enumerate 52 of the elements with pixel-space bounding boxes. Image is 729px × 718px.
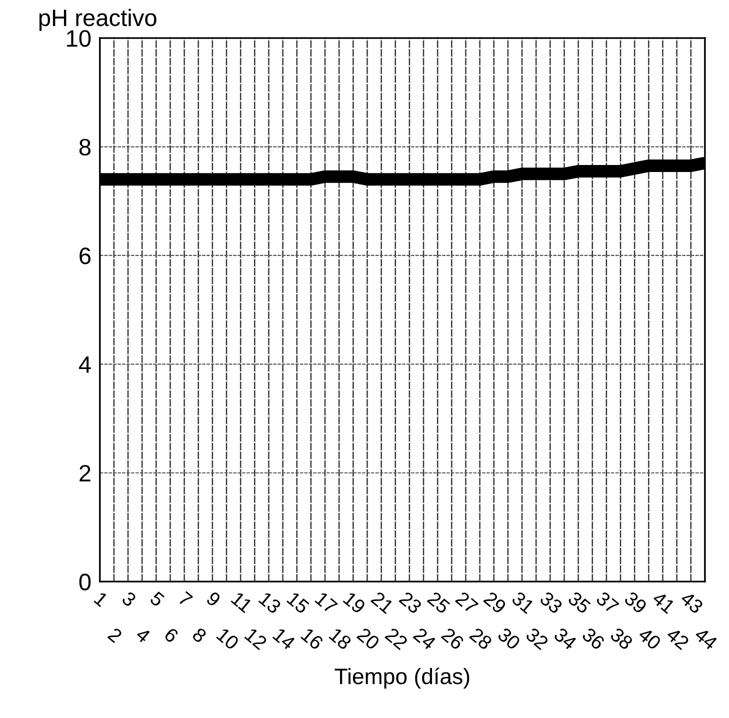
- x-tick-label: 11: [230, 591, 253, 614]
- x-tick-label: 35: [567, 590, 592, 614]
- x-tick-label: 17: [314, 591, 338, 614]
- x-tick-label: 32: [525, 626, 550, 650]
- x-tick-label: 42: [666, 626, 690, 650]
- x-tick-label: 3: [121, 590, 137, 608]
- x-tick-label: 44: [694, 626, 718, 650]
- x-tick-label: 37: [595, 590, 620, 614]
- x-tick-label: 28: [468, 627, 493, 650]
- x-tick-label: 4: [135, 626, 152, 644]
- x-tick-label: 34: [553, 626, 578, 650]
- x-tick-label: 20: [356, 627, 380, 650]
- x-tick-label: 31: [510, 590, 536, 614]
- x-tick-label: 43: [680, 590, 704, 614]
- x-tick-label: 2: [107, 627, 123, 644]
- y-tick-label: 4: [78, 356, 91, 373]
- x-tick-label: 5: [149, 590, 166, 608]
- y-tick-label: 10: [67, 30, 91, 47]
- x-tick-label: 36: [581, 626, 606, 650]
- x-tick-label: 9: [206, 590, 222, 608]
- x-tick-label: 25: [426, 590, 451, 614]
- y-tick-label: 2: [80, 464, 90, 482]
- x-tick-label: 13: [258, 591, 282, 614]
- x-tick-label: 40: [637, 626, 662, 650]
- y-tick-label: 0: [79, 574, 91, 590]
- x-tick-label: 7: [178, 591, 194, 608]
- x-tick-label: 24: [412, 627, 437, 650]
- y-axis-title: pH reactivo: [39, 8, 156, 31]
- x-tick-label: 19: [342, 591, 366, 614]
- x-tick-label: 39: [624, 590, 648, 614]
- x-tick-label: 8: [192, 626, 208, 644]
- y-tick-label: 8: [79, 138, 91, 156]
- x-tick-label: 15: [286, 591, 310, 614]
- x-tick-label: 27: [454, 590, 479, 614]
- x-tick-label: 21: [370, 590, 394, 614]
- y-tick-label: 6: [80, 248, 91, 264]
- x-tick-label: 33: [539, 590, 564, 614]
- x-axis-title: Tiempo (días): [334, 668, 470, 689]
- x-tick-label: 6: [163, 627, 180, 644]
- x-tick-label: 41: [652, 590, 676, 614]
- x-tick-label: 18: [328, 627, 352, 650]
- x-tick-label: 12: [244, 627, 268, 650]
- x-tick-label: 23: [398, 590, 423, 614]
- x-tick-label: 16: [300, 627, 324, 650]
- x-tick-label: 38: [609, 626, 634, 650]
- x-tick-label: 10: [216, 627, 240, 650]
- x-tick-label: 26: [440, 627, 465, 650]
- x-tick-label: 29: [482, 590, 507, 614]
- x-tick-label: 14: [272, 628, 296, 650]
- x-tick-label: 30: [496, 626, 522, 650]
- x-tick-label: 1: [94, 591, 109, 608]
- x-tick-label: 22: [384, 627, 408, 650]
